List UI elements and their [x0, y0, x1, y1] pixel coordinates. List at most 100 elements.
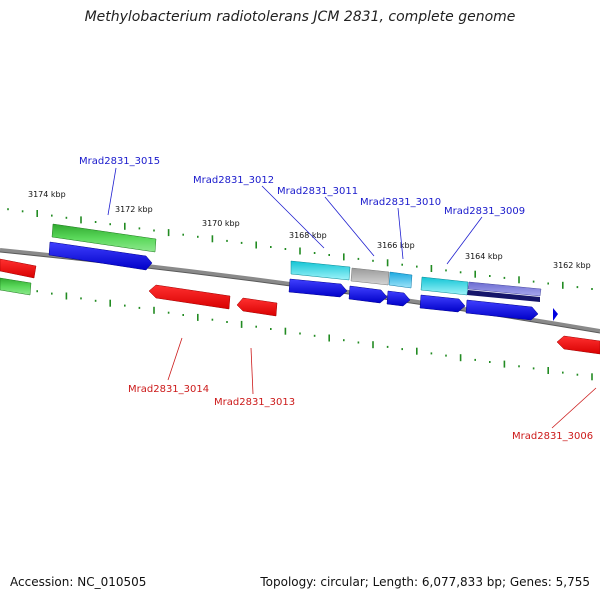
scale-major-tick [503, 360, 506, 368]
gene-arrow-mrad2831-3015[interactable] [51, 223, 157, 253]
scale-major-tick [343, 253, 345, 261]
scale-dot [182, 233, 184, 236]
gene-label-mrad2831-3015[interactable]: Mrad2831_3015 [79, 156, 160, 167]
scale-dot [313, 334, 316, 337]
scale-dot [182, 314, 184, 316]
scale-dot [197, 235, 199, 238]
scale-label: 3170 kbp [202, 219, 240, 228]
scale-dot [489, 275, 491, 277]
gene-arrow-blue[interactable] [419, 294, 466, 313]
scale-dot [386, 345, 389, 348]
scale-dot [270, 328, 272, 330]
scale-dot [343, 339, 345, 342]
scale-label: 3172 kbp [115, 205, 153, 214]
scale-major-tick [459, 354, 462, 362]
scale-dot [459, 271, 462, 274]
scale-dot [357, 257, 360, 260]
leader-line [167, 337, 183, 381]
scale-dot [562, 371, 564, 374]
scale-dot [416, 265, 418, 268]
gene-arrow-blue[interactable] [288, 278, 348, 298]
gene-label-mrad2831-3013[interactable]: Mrad2831_3013 [214, 397, 295, 408]
gene-label-mrad2831-3014[interactable]: Mrad2831_3014 [128, 384, 209, 395]
scale-major-tick [299, 247, 301, 255]
gene-arrow-mrad2831-3011[interactable] [350, 267, 390, 286]
scale-dot [80, 297, 82, 300]
scale-dot [211, 318, 214, 321]
scale-major-tick [372, 341, 374, 349]
gene-arrow-blue[interactable] [348, 285, 388, 304]
scale-major-tick [255, 241, 257, 249]
scale-label: 3168 kbp [289, 231, 327, 240]
scale-major-tick [124, 222, 126, 230]
gene-arrow-purple[interactable] [467, 281, 542, 297]
gene-arrow-blue[interactable] [386, 290, 411, 307]
scale-major-tick [211, 235, 214, 243]
scale-dot [328, 254, 330, 256]
gene-arrow-partial-green[interactable] [0, 277, 32, 296]
scale-labels: 3174 kbp 3172 kbp 3170 kbp 3168 kbp 3166… [28, 190, 591, 270]
gene-label-mrad2831-3009[interactable]: Mrad2831_3009 [444, 206, 525, 217]
scale-major-tick [284, 327, 287, 335]
scale-dot [138, 227, 141, 230]
scale-dot [372, 259, 374, 262]
scale-dot [138, 306, 141, 309]
scale-major-tick [518, 276, 520, 284]
scale-major-tick [240, 320, 243, 328]
scale-major-tick [36, 210, 38, 217]
scale-major-tick [591, 373, 593, 381]
scale-major-tick [416, 347, 418, 355]
scale-dot [532, 367, 535, 370]
scale-dot [313, 252, 316, 254]
gene-arrow-navy[interactable] [467, 290, 540, 302]
gene-arrow-blue[interactable] [465, 299, 539, 321]
gene-arrow-mrad2831-3010[interactable] [388, 271, 413, 289]
scale-dot [51, 214, 53, 217]
reverse-features [148, 284, 600, 355]
scale-dot [226, 239, 228, 242]
scale-dot [109, 223, 111, 226]
gene-arrow-blue-3015b[interactable] [48, 241, 153, 271]
scale-label: 3174 kbp [28, 190, 66, 199]
scale-dot [284, 248, 287, 250]
scale-dot [124, 304, 126, 307]
scale-dot [445, 354, 447, 357]
scale-major-tick [153, 306, 155, 314]
gene-arrow-blue-small[interactable] [553, 308, 558, 321]
scale-major-tick [65, 292, 68, 300]
scale-dot [401, 348, 403, 351]
scale-major-tick [167, 229, 170, 237]
forward-features [0, 223, 558, 321]
scale-dot [255, 325, 257, 328]
gene-label-mrad2831-3010[interactable]: Mrad2831_3010 [360, 197, 441, 208]
top-scale [7, 208, 593, 290]
gene-label-mrad2831-3011[interactable]: Mrad2831_3011 [277, 186, 358, 197]
scale-dot [503, 276, 506, 279]
scale-dot [547, 282, 549, 285]
map-title: Methylobacterium radiotolerans JCM 2831,… [84, 9, 516, 25]
scale-dot [36, 290, 38, 293]
scale-major-tick [328, 334, 330, 342]
gene-label-mrad2831-3006[interactable]: Mrad2831_3006 [512, 431, 593, 442]
gene-label-mrad2831-3012[interactable]: Mrad2831_3012 [193, 175, 274, 186]
scale-major-tick [562, 281, 564, 289]
scale-dot [51, 292, 53, 295]
scale-dot [576, 373, 579, 376]
gene-arrow-mrad2831-3012[interactable] [290, 260, 351, 281]
scale-dot [489, 361, 491, 363]
gene-arrow-partial-red[interactable] [0, 258, 37, 279]
scale-dot [226, 321, 228, 323]
gene-arrow-mrad2831-3009[interactable] [420, 276, 469, 296]
leader-line [107, 167, 117, 216]
scale-dot [591, 288, 593, 290]
scale-dot [270, 246, 272, 248]
scale-dot [94, 221, 97, 223]
scale-dot [167, 311, 170, 314]
bottom-scale [7, 285, 593, 381]
scale-dot [518, 365, 520, 368]
leader-line [324, 196, 375, 257]
gene-arrow-mrad2831-3013[interactable] [236, 297, 278, 317]
gene-arrow-mrad2831-3006[interactable] [556, 335, 600, 355]
scale-dot [7, 208, 9, 211]
gene-arrow-mrad2831-3014[interactable] [148, 284, 231, 310]
